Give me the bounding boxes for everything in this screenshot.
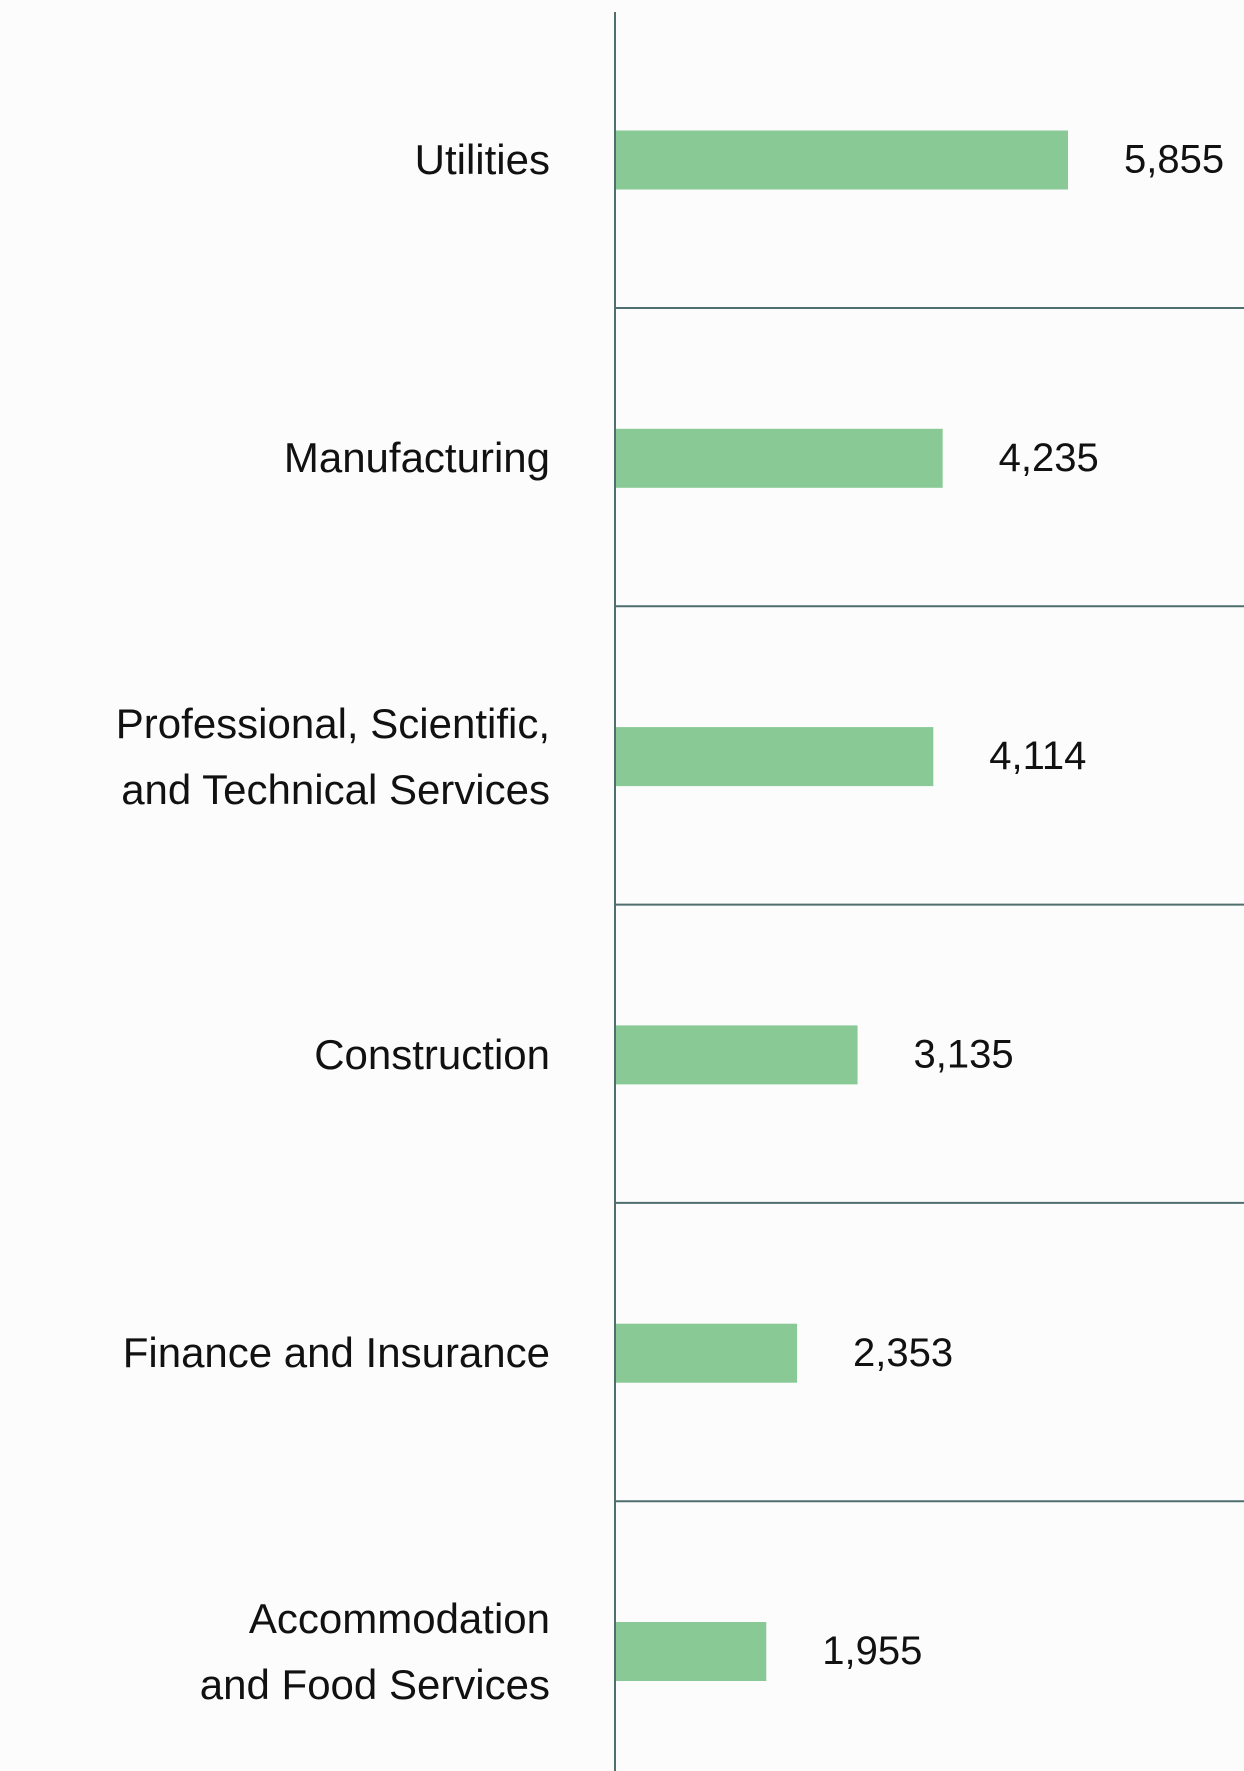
category-label: Utilities bbox=[414, 136, 550, 183]
bar bbox=[615, 1323, 798, 1383]
value-label: 3,135 bbox=[914, 1032, 1014, 1076]
bar bbox=[615, 130, 1068, 190]
category-label: Construction bbox=[314, 1030, 550, 1078]
value-label: 4,114 bbox=[989, 734, 1086, 778]
value-label: 5,855 bbox=[1124, 138, 1224, 182]
value-label: 2,353 bbox=[853, 1331, 953, 1375]
category-label: Manufacturing bbox=[283, 434, 550, 482]
value-label: 4,235 bbox=[999, 436, 1099, 480]
category-label: Finance and Insurance bbox=[122, 1329, 550, 1377]
value-label: 1,955 bbox=[822, 1629, 922, 1673]
bar bbox=[615, 428, 943, 488]
bar bbox=[615, 1622, 767, 1681]
category-label: Accommodation and Food Services bbox=[199, 1594, 550, 1708]
category-label: Professional, Scientific, and Technical … bbox=[115, 699, 550, 813]
bar bbox=[615, 1025, 858, 1085]
bar bbox=[615, 727, 934, 787]
